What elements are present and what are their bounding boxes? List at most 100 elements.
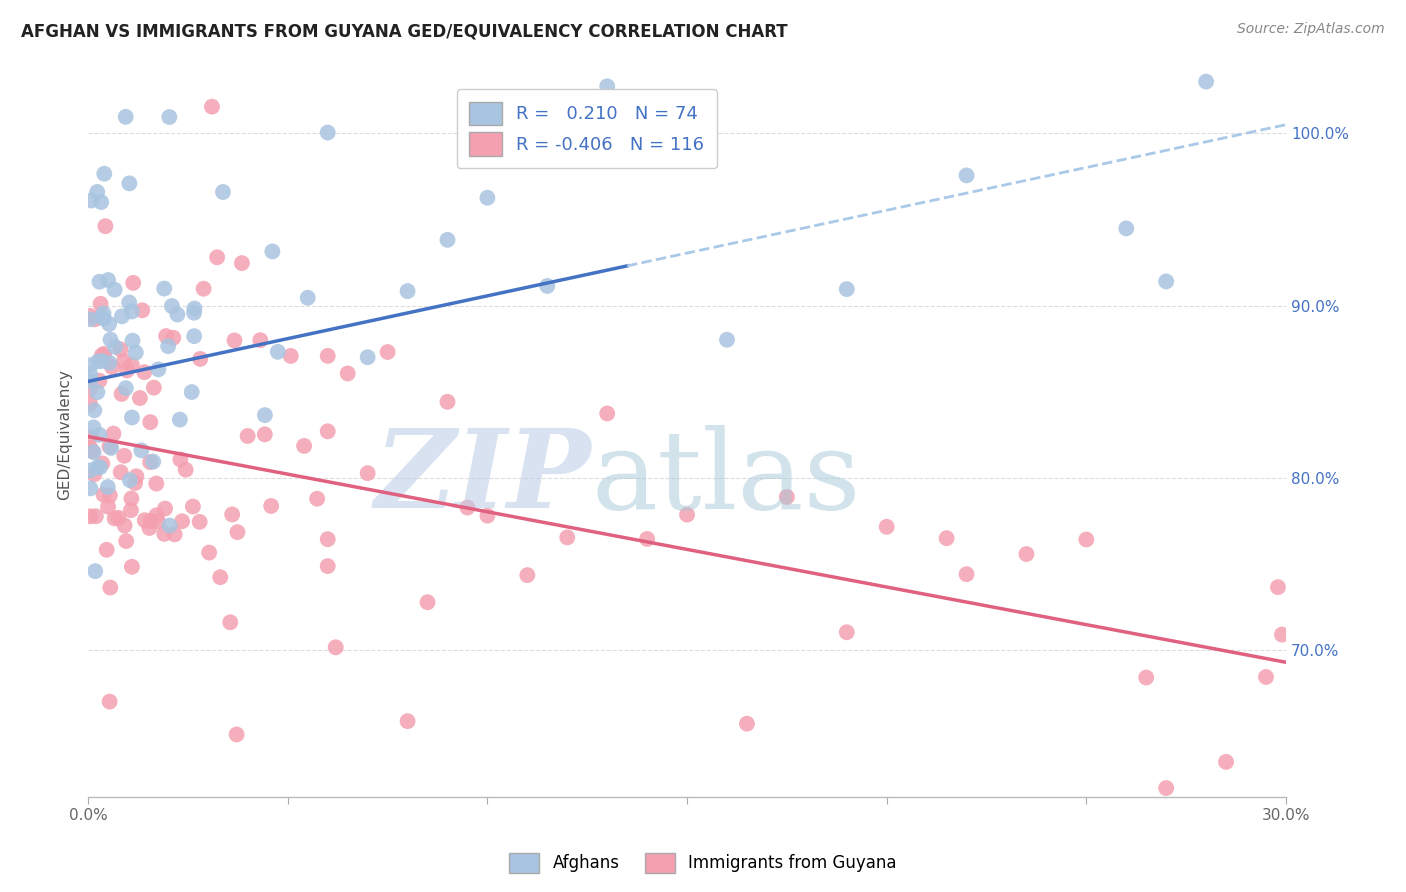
Point [79, 430, 101, 444]
Legend: R =   0.210   N = 74, R = -0.406   N = 116: R = 0.210 N = 74, R = -0.406 N = 116 [457, 89, 717, 169]
Point [188, 351, 211, 366]
Point [79, 463, 101, 477]
Point [396, 284, 419, 298]
Point [122, 276, 145, 290]
Point [89, 427, 111, 442]
Point [456, 500, 478, 515]
Point [93, 488, 115, 502]
Point [163, 527, 186, 541]
Point [79, 312, 101, 326]
Point [91, 457, 114, 471]
Point [118, 473, 141, 487]
Point [183, 301, 205, 316]
Point [209, 570, 232, 584]
Point [104, 340, 127, 354]
Point [115, 363, 138, 377]
Point [416, 595, 439, 609]
Point [935, 531, 957, 545]
Text: ZIP: ZIP [374, 425, 592, 532]
Point [104, 511, 127, 525]
Point [97, 273, 120, 287]
Point [79, 509, 101, 524]
Point [90, 348, 112, 362]
Point [86, 385, 108, 400]
Point [139, 514, 162, 528]
Point [125, 469, 148, 483]
Point [97, 500, 120, 514]
Point [79, 441, 101, 455]
Text: Source: ZipAtlas.com: Source: ZipAtlas.com [1237, 22, 1385, 37]
Point [307, 491, 329, 506]
Point [111, 387, 134, 401]
Point [101, 360, 124, 375]
Point [142, 381, 165, 395]
Point [316, 425, 339, 439]
Point [356, 350, 378, 364]
Point [157, 110, 180, 124]
Point [436, 394, 458, 409]
Point [120, 491, 142, 506]
Point [188, 515, 211, 529]
Point [396, 714, 419, 728]
Point [104, 283, 127, 297]
Point [835, 625, 858, 640]
Point [89, 374, 111, 388]
Point [198, 545, 221, 559]
Point [292, 439, 315, 453]
Point [205, 250, 228, 264]
Point [93, 306, 115, 320]
Point [153, 527, 176, 541]
Point [79, 482, 101, 496]
Point [162, 331, 184, 345]
Point [98, 317, 121, 331]
Point [115, 381, 138, 395]
Point [131, 303, 153, 318]
Point [125, 345, 148, 359]
Point [835, 282, 858, 296]
Point [128, 391, 150, 405]
Point [98, 356, 121, 370]
Point [1154, 780, 1177, 795]
Point [153, 281, 176, 295]
Point [1267, 580, 1289, 594]
Point [316, 349, 339, 363]
Point [436, 233, 458, 247]
Point [316, 559, 339, 574]
Point [224, 334, 246, 348]
Text: AFGHAN VS IMMIGRANTS FROM GUYANA GED/EQUIVALENCY CORRELATION CHART: AFGHAN VS IMMIGRANTS FROM GUYANA GED/EQU… [21, 22, 787, 40]
Point [93, 167, 115, 181]
Point [79, 382, 101, 396]
Point [118, 177, 141, 191]
Point [134, 513, 156, 527]
Point [325, 640, 347, 655]
Point [249, 333, 271, 347]
Point [79, 358, 101, 372]
Point [735, 716, 758, 731]
Point [139, 455, 162, 469]
Point [89, 275, 111, 289]
Point [174, 463, 197, 477]
Point [477, 508, 499, 523]
Point [121, 559, 143, 574]
Point [100, 441, 122, 455]
Point [169, 452, 191, 467]
Point [118, 295, 141, 310]
Point [596, 79, 619, 94]
Point [142, 455, 165, 469]
Point [90, 297, 112, 311]
Point [79, 397, 101, 411]
Point [121, 304, 143, 318]
Point [193, 282, 215, 296]
Y-axis label: GED/Equivalency: GED/Equivalency [58, 369, 72, 500]
Point [97, 480, 120, 494]
Point [1195, 74, 1218, 88]
Point [90, 195, 112, 210]
Point [114, 518, 136, 533]
Point [83, 403, 105, 417]
Point [636, 532, 658, 546]
Point [172, 514, 194, 528]
Point [112, 354, 135, 368]
Point [516, 568, 538, 582]
Point [212, 185, 235, 199]
Point [225, 727, 247, 741]
